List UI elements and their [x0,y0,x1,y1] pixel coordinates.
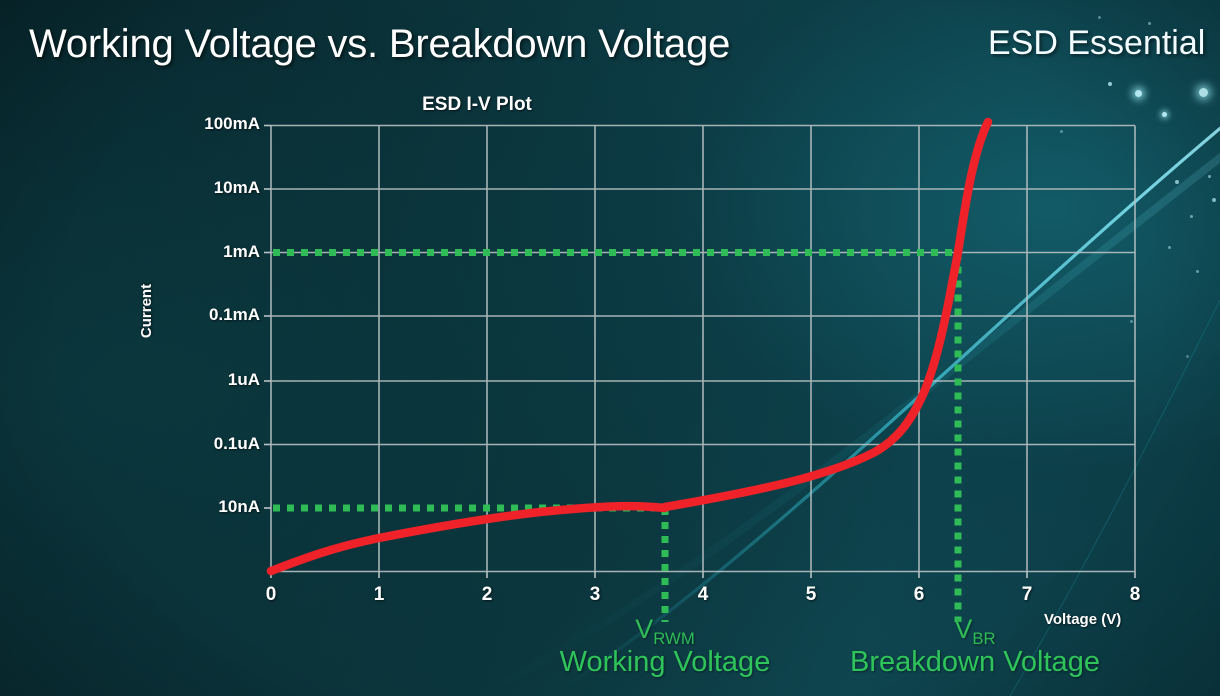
marker-name-breakdown-voltage: Breakdown Voltage [850,646,1100,678]
page-title: Working Voltage vs. Breakdown Voltage [29,22,731,66]
y-tick-marks [264,124,271,509]
marker-symbol-vbr: VBR [954,614,996,648]
x-tick-marks [270,571,1136,578]
marker-symbol-vbr-letter: V [954,614,973,644]
brand-label: ESD Essential [988,24,1206,62]
chart-title-text: ESD I-V Plot [422,94,532,115]
iv-curve [266,117,993,576]
x-axis-label: Voltage (V) [1044,611,1122,628]
y-axis-label: Current [138,283,155,339]
marker-name-working-voltage: Working Voltage [559,646,771,678]
x-tick-6: 6 [913,584,925,605]
marker-symbol-vrwm-letter: V [635,614,654,644]
annotation-lines [273,249,962,622]
x-tick-1: 1 [373,584,385,605]
x-tick-3: 3 [589,584,601,605]
x-tick-5: 5 [805,584,817,605]
x-tick-7: 7 [1021,584,1033,605]
x-tick-4: 4 [697,584,709,605]
chart-title: ESD I-V Plot [0,94,1220,116]
x-tick-2: 2 [481,584,493,605]
marker-symbol-vrwm-sub: RWM [653,629,695,648]
marker-symbol-vbr-sub: BR [972,629,996,648]
x-tick-8: 8 [1129,584,1141,605]
x-tick-0: 0 [265,584,277,605]
marker-symbol-vrwm: VRWM [635,614,695,648]
